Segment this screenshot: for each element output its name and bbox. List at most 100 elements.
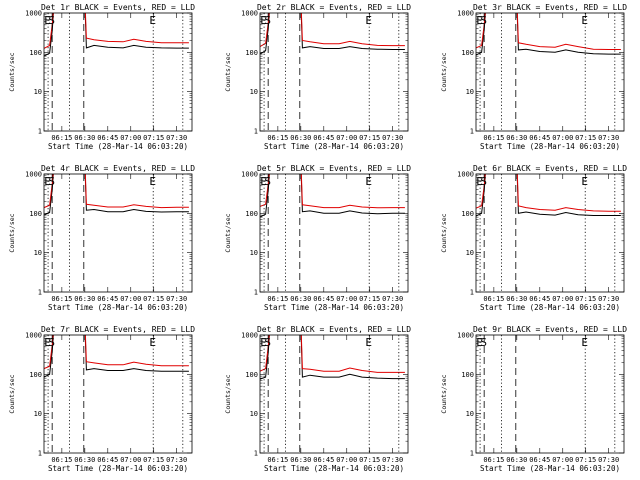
plot-frame [475, 173, 625, 293]
x-tick-label: 06:15 [51, 134, 72, 142]
x-tick-label: 06:45 [97, 295, 118, 303]
chart-panel-4: Det 4r BLACK = Events, RED = LLD Counts/s… [8, 164, 195, 312]
x-tick-label: 06:30 [506, 295, 527, 303]
chart-panel-6: Det 6r BLACK = Events, RED = LLD Counts/s… [440, 164, 627, 312]
y-tick-label: 1 [38, 289, 42, 297]
x-tick-label: 06:45 [97, 134, 118, 142]
x-axis-label: Start Time (28-Mar-14 06:03:20) [480, 464, 620, 473]
y-tick-label: 100 [245, 49, 258, 57]
plot-frame [43, 173, 193, 293]
y-tick-label: 10 [34, 88, 42, 96]
x-tick-label: 06:30 [290, 456, 311, 464]
y-axis-label: Counts/sec [224, 52, 232, 91]
y-tick-label: 1000 [457, 10, 474, 18]
y-tick-label: 100 [29, 371, 42, 379]
chart-panel-9: Det 9r BLACK = Events, RED = LLD Counts/s… [440, 325, 627, 473]
x-tick-label: 07:00 [120, 295, 141, 303]
series-line-lld [44, 174, 189, 209]
chart-panel-7: Det 7r BLACK = Events, RED = LLD Counts/s… [8, 325, 195, 473]
y-tick-label: 100 [245, 210, 258, 218]
x-tick-label: 06:45 [529, 456, 550, 464]
chart-title: Det 9r BLACK = Events, RED = LLD [473, 325, 627, 334]
series-line-lld [260, 174, 405, 209]
chart-title: Det 8r BLACK = Events, RED = LLD [257, 325, 411, 334]
chart-panel-8: Det 8r BLACK = Events, RED = LLD Counts/s… [224, 325, 411, 473]
x-tick-label: 07:15 [575, 456, 596, 464]
time-marker-label: E [581, 175, 588, 188]
x-tick-label: 07:00 [336, 134, 357, 142]
y-tick-label: 1 [470, 128, 474, 136]
x-tick-label: 07:30 [598, 456, 619, 464]
x-tick-label: 07:00 [336, 295, 357, 303]
y-tick-label: 10 [466, 410, 474, 418]
x-tick-label: 06:45 [313, 456, 334, 464]
x-tick-label: 06:15 [267, 456, 288, 464]
y-axis-label: Counts/sec [8, 374, 16, 413]
x-tick-label: 06:45 [97, 456, 118, 464]
series-line-lld [260, 335, 405, 373]
x-tick-label: 07:15 [143, 295, 164, 303]
x-axis-label: Start Time (28-Mar-14 06:03:20) [264, 464, 404, 473]
y-tick-label: 10 [250, 410, 258, 418]
y-tick-label: 1 [470, 289, 474, 297]
x-tick-label: 07:00 [552, 456, 573, 464]
y-tick-label: 10 [34, 249, 42, 257]
x-axis-label: Start Time (28-Mar-14 06:03:20) [48, 303, 188, 312]
plot-frame [259, 173, 409, 293]
y-tick-label: 100 [461, 210, 474, 218]
time-marker-label: E [581, 14, 588, 27]
time-marker-label: E [260, 14, 267, 27]
x-tick-label: 06:15 [267, 134, 288, 142]
y-tick-label: 100 [245, 371, 258, 379]
x-axis-label: Start Time (28-Mar-14 06:03:20) [48, 464, 188, 473]
x-tick-label: 07:30 [166, 134, 187, 142]
x-axis-label: Start Time (28-Mar-14 06:03:20) [48, 142, 188, 151]
time-marker-label: S [264, 175, 271, 188]
time-marker-label: S [48, 336, 55, 349]
chart-panel-5: Det 5r BLACK = Events, RED = LLD Counts/s… [224, 164, 411, 312]
time-marker-label: E [44, 14, 51, 27]
x-tick-label: 06:45 [529, 295, 550, 303]
y-axis-label: Counts/sec [224, 213, 232, 252]
x-tick-label: 07:30 [382, 456, 403, 464]
x-tick-label: 07:15 [359, 134, 380, 142]
x-tick-label: 07:00 [552, 295, 573, 303]
time-marker-label: E [365, 175, 372, 188]
x-tick-label: 06:15 [267, 295, 288, 303]
plot-frame [43, 334, 193, 454]
time-marker-label: E [365, 14, 372, 27]
time-marker-label: E [476, 336, 483, 349]
y-tick-label: 10 [466, 249, 474, 257]
x-tick-label: 07:00 [336, 456, 357, 464]
time-marker-label: S [264, 14, 271, 27]
chart-title: Det 3r BLACK = Events, RED = LLD [473, 3, 627, 12]
series-line-lld [476, 13, 621, 50]
y-tick-label: 10 [250, 88, 258, 96]
plot-frame [259, 12, 409, 132]
y-tick-label: 1 [254, 128, 258, 136]
time-marker-label: S [480, 175, 487, 188]
x-tick-label: 07:30 [382, 134, 403, 142]
y-tick-label: 1000 [25, 171, 42, 179]
x-tick-label: 06:30 [74, 456, 95, 464]
chart-title: Det 7r BLACK = Events, RED = LLD [41, 325, 195, 334]
x-tick-label: 06:45 [313, 134, 334, 142]
time-marker-label: E [476, 14, 483, 27]
y-tick-label: 1 [470, 450, 474, 458]
x-tick-label: 07:30 [382, 295, 403, 303]
x-tick-label: 06:30 [290, 134, 311, 142]
time-marker-label: E [149, 175, 156, 188]
time-marker-label: E [149, 14, 156, 27]
chart-title: Det 6r BLACK = Events, RED = LLD [473, 164, 627, 173]
series-line-lld [476, 174, 621, 212]
chart-title: Det 5r BLACK = Events, RED = LLD [257, 164, 411, 173]
time-marker-label: S [480, 14, 487, 27]
x-tick-label: 06:30 [506, 456, 527, 464]
x-tick-label: 07:30 [166, 295, 187, 303]
x-tick-label: 07:30 [166, 456, 187, 464]
time-marker-label: S [480, 336, 487, 349]
y-tick-label: 1000 [25, 332, 42, 340]
time-marker-label: S [48, 14, 55, 27]
plot-frame [475, 12, 625, 132]
